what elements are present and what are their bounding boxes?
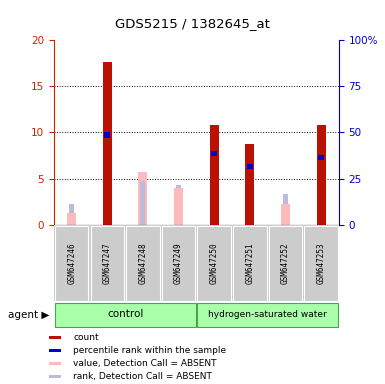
Text: GSM647246: GSM647246 [67,242,76,284]
Bar [49,336,61,339]
Bar [281,204,290,225]
Bar [176,185,181,188]
Bar [140,181,146,225]
Bar [138,172,147,225]
Bar [102,61,112,225]
Bar [55,226,89,301]
Bar [49,362,61,365]
Bar [246,144,254,225]
Bar [104,132,110,138]
Text: rank, Detection Call = ABSENT: rank, Detection Call = ABSENT [73,372,212,381]
Text: count: count [73,333,99,342]
Text: agent ▶: agent ▶ [8,310,49,320]
Text: GDS5215 / 1382645_at: GDS5215 / 1382645_at [115,17,270,30]
Bar [269,226,302,301]
Bar [283,194,288,204]
Bar [49,375,61,378]
Bar [197,303,338,327]
Text: value, Detection Call = ABSENT: value, Detection Call = ABSENT [73,359,217,368]
Text: hydrogen-saturated water: hydrogen-saturated water [208,310,327,319]
Text: control: control [107,310,143,319]
Bar [67,213,76,225]
Bar [317,125,326,225]
Text: GSM647253: GSM647253 [316,242,325,284]
Text: GSM647250: GSM647250 [210,242,219,284]
Bar [304,226,338,301]
Text: percentile rank within the sample: percentile rank within the sample [73,346,226,355]
Bar [126,226,160,301]
Bar [55,303,196,327]
Bar [210,125,219,225]
Bar [247,164,253,169]
Text: GSM647247: GSM647247 [103,242,112,284]
Text: GSM647248: GSM647248 [139,242,147,284]
Bar [318,155,324,160]
Bar [198,226,231,301]
Bar [69,204,74,213]
Bar [162,226,195,301]
Text: GSM647251: GSM647251 [245,242,254,284]
Bar [233,226,266,301]
Text: GSM647249: GSM647249 [174,242,183,284]
Text: GSM647252: GSM647252 [281,242,290,284]
Bar [49,349,61,352]
Bar [90,226,124,301]
Bar [211,151,217,156]
Bar [174,188,183,225]
